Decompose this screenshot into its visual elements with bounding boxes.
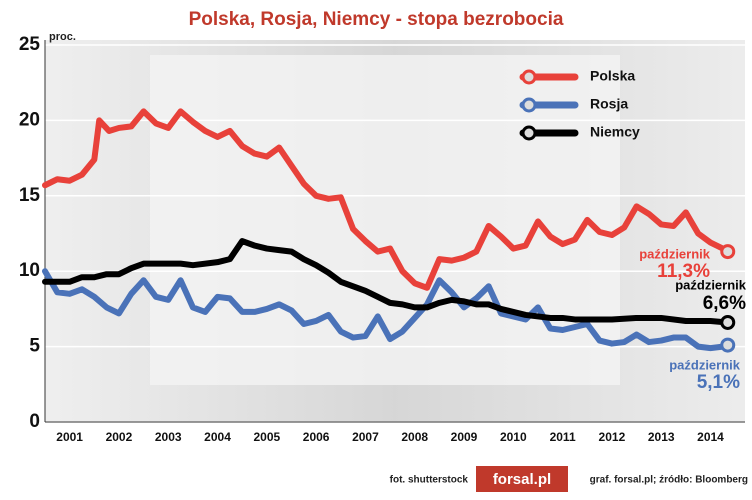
x-tick-label: 2005: [253, 430, 280, 444]
x-tick-label: 2013: [648, 430, 675, 444]
series-line: [42, 238, 731, 326]
value-label: 6,6%: [703, 293, 746, 314]
legend-marker: [521, 69, 537, 85]
x-tick-label: 2006: [303, 430, 330, 444]
annotation-note: październik: [639, 246, 711, 261]
photo-credit: fot. shutterstock: [390, 475, 469, 486]
x-tick-label: 2007: [352, 430, 379, 444]
x-tick-label: 2010: [500, 430, 527, 444]
y-tick-label: 10: [19, 260, 40, 281]
end-marker: [720, 314, 736, 330]
legend-marker: [521, 97, 537, 113]
end-marker: [720, 244, 736, 260]
y-unit: proc.: [49, 31, 76, 43]
x-tick-label: 2001: [56, 430, 83, 444]
end-marker: [720, 337, 736, 353]
y-tick-label: 5: [29, 336, 40, 357]
annotation-note: październik: [669, 357, 741, 372]
annotation-note: październik: [675, 277, 747, 292]
x-tick-label: 2002: [106, 430, 133, 444]
plot: 0 5 10 15 20 25 2001 2002 2003 2004 2005 2006 2007 20…: [19, 34, 747, 444]
source-credit: graf. forsal.pl; źródło: Bloomberg: [590, 475, 748, 486]
x-tick-label: 2004: [204, 430, 231, 444]
legend-label: Polska: [590, 68, 635, 84]
x-tick-label: 2009: [451, 430, 478, 444]
y-tick-label: 15: [19, 185, 41, 206]
series-line: [42, 108, 731, 291]
logo: forsal.pl: [493, 471, 551, 488]
legend-label: Niemcy: [590, 124, 640, 140]
legend-label: Rosja: [590, 96, 628, 112]
chart-title: Polska, Rosja, Niemcy - stopa bezrobocia: [189, 9, 564, 30]
legend-marker: [521, 125, 537, 141]
x-tick-label: 2003: [155, 430, 182, 444]
y-tick-label: 20: [19, 109, 40, 130]
x-tick-label: 2012: [599, 430, 626, 444]
x-tick-label: 2008: [401, 430, 428, 444]
value-label: 11,3%: [657, 261, 710, 282]
logo-box: [476, 466, 568, 492]
series-line: [42, 268, 731, 352]
y-tick-label: 0: [29, 411, 40, 432]
x-tick-label: 2014: [697, 430, 724, 444]
x-tick-label: 2011: [550, 430, 576, 444]
value-label: 5,1%: [697, 372, 740, 393]
y-tick-label: 25: [19, 34, 41, 55]
